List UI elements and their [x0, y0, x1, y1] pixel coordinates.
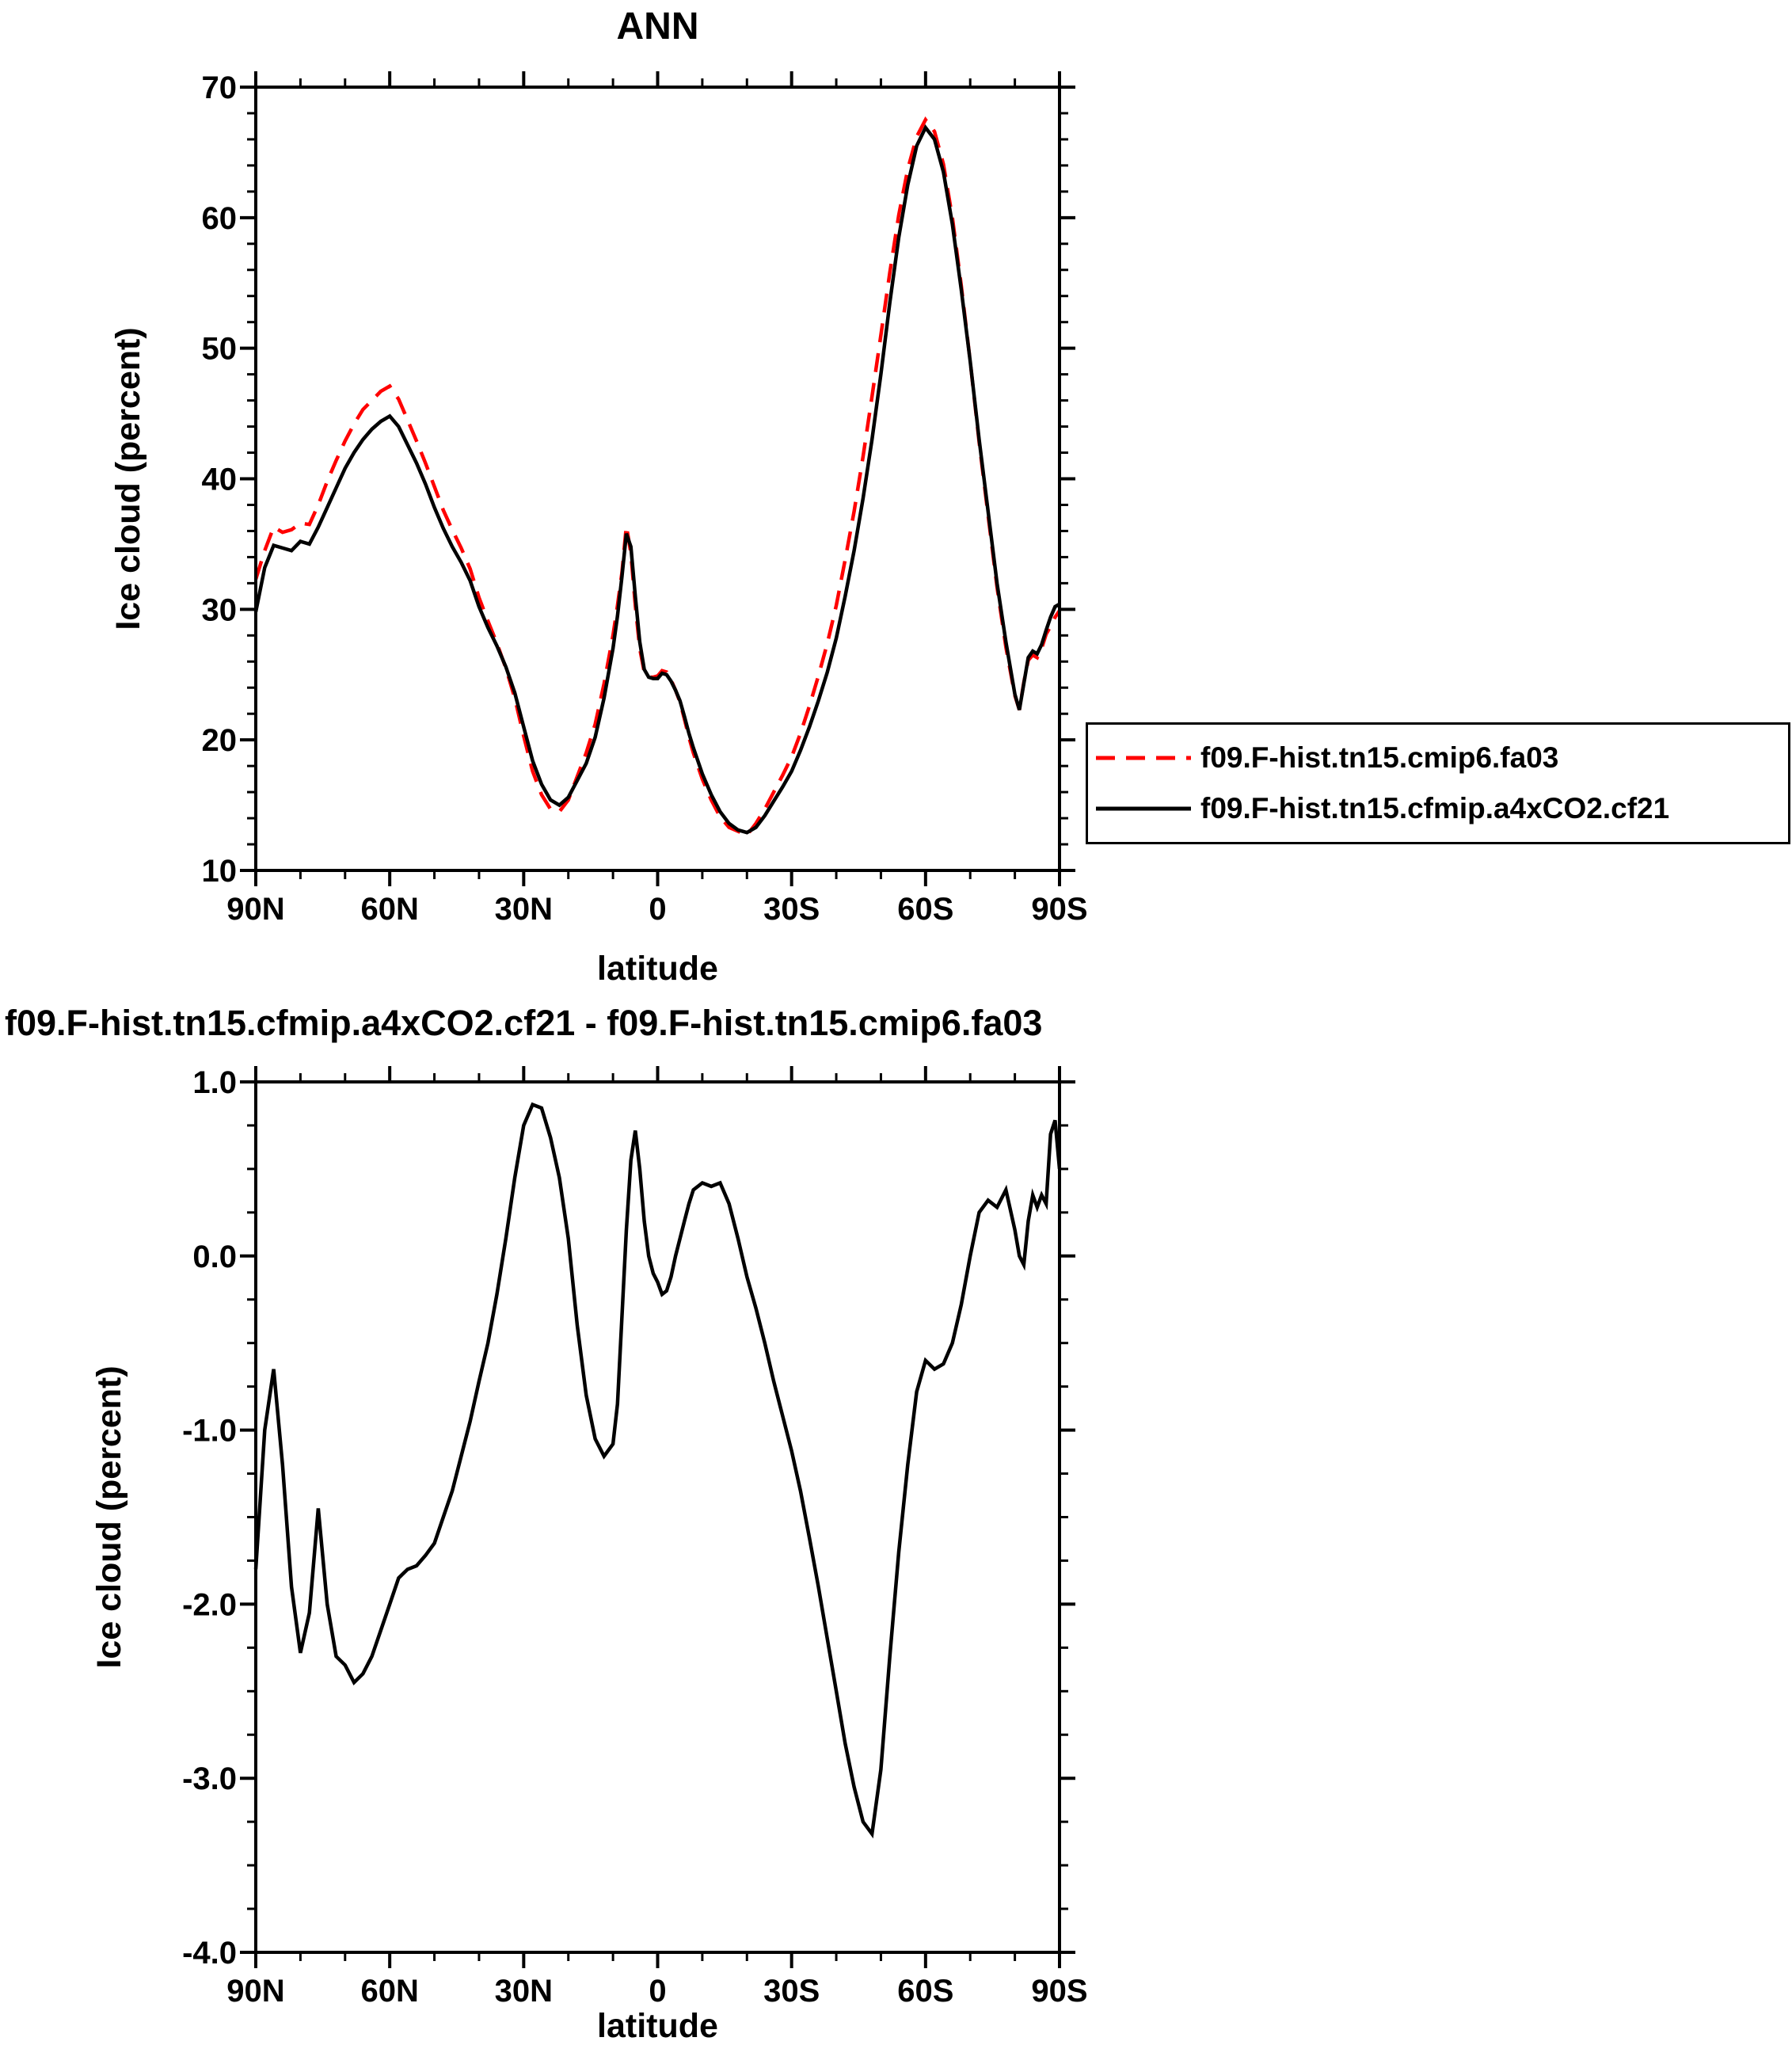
bottom-chart-x-tick-label: 60S	[897, 1974, 953, 2009]
top-chart-y-tick-label: 30	[202, 592, 238, 627]
legend-entry: f09.F-hist.tn15.cmip6.fa03	[1096, 741, 1788, 775]
bottom-chart-frame	[254, 1080, 1061, 1954]
bottom-chart-y-tick-label: 1.0	[192, 1065, 237, 1100]
bottom-chart-ticks	[240, 1066, 1075, 1968]
top-chart-x-axis-title: latitude	[597, 950, 718, 988]
bottom-chart-y-tick-label: -1.0	[182, 1414, 237, 1449]
top-chart-x-tick-label: 60N	[360, 892, 418, 927]
top-chart-x-tick-label: 60S	[897, 892, 953, 927]
bottom-chart-x-tick-label: 60N	[360, 1974, 418, 2009]
bottom-chart-x-tick-label: 90S	[1031, 1974, 1087, 2009]
top-chart-x-tick-label: 30S	[763, 892, 820, 927]
legend-entry: f09.F-hist.tn15.cfmip.a4xCO2.cf21	[1096, 792, 1788, 825]
bottom-chart-y-tick-label: -4.0	[182, 1936, 237, 1971]
legend-dashed-line-sample	[1096, 756, 1191, 760]
bottom-chart-x-tick-label: 90N	[226, 1974, 284, 2009]
bottom-chart-x-tick-label: 30S	[763, 1974, 820, 2009]
top-chart-frame	[254, 86, 1061, 872]
top-chart-y-tick-label: 60	[202, 201, 238, 236]
top-chart-series-1	[253, 124, 1061, 835]
top-chart-x-tick-label: 90S	[1031, 892, 1087, 927]
top-chart-x-tick-label: 90N	[226, 892, 284, 927]
legend-label: f09.F-hist.tn15.cmip6.fa03	[1200, 741, 1559, 775]
legend-solid-line-sample	[1096, 806, 1191, 811]
top-chart-y-tick-label: 50	[202, 332, 238, 367]
bottom-chart-y-axis-title: Ice cloud (percent)	[90, 1365, 128, 1668]
bottom-chart-y-tick-label: 0.0	[192, 1240, 237, 1274]
top-chart-title: ANN	[616, 6, 699, 48]
bottom-chart-x-axis-title: latitude	[597, 2007, 718, 2045]
top-chart: 90N 60N 30N 0 30S 60S 90S 10 20 30 40 50 60 70 latitud…	[109, 70, 1088, 988]
top-chart-y-tick-label: 20	[202, 723, 238, 758]
top-chart-y-tick-label: 70	[202, 70, 238, 105]
bottom-chart-series-0	[253, 1102, 1062, 1839]
top-chart-x-tick-label: 0	[649, 892, 666, 927]
top-chart-y-tick-label: 10	[202, 854, 238, 889]
legend: f09.F-hist.tn15.cmip6.fa03 f09.F-hist.tn…	[1086, 722, 1790, 844]
top-chart-x-tick-label: 30N	[495, 892, 553, 927]
bottom-chart-title: f09.F-hist.tn15.cfmip.a4xCO2.cf21 - f09.…	[5, 1003, 1043, 1043]
bottom-chart-x-tick-label: 30N	[495, 1974, 553, 2009]
top-chart-y-axis-title: Ice cloud (percent)	[109, 327, 147, 630]
bottom-chart-x-tick-label: 0	[649, 1974, 666, 2009]
bottom-chart-y-tick-label: -2.0	[182, 1587, 237, 1622]
top-chart-series-0	[253, 116, 1061, 838]
top-chart-ticks	[240, 71, 1075, 886]
top-chart-y-tick-label: 40	[202, 463, 238, 497]
legend-label: f09.F-hist.tn15.cfmip.a4xCO2.cf21	[1200, 791, 1670, 824]
bottom-chart: 90N 60N 30N 0 30S 60S 90S -4.0 -3.0 -2.0 -1.0 0.0 1.…	[90, 1065, 1088, 2045]
bottom-chart-y-tick-label: -3.0	[182, 1761, 237, 1796]
